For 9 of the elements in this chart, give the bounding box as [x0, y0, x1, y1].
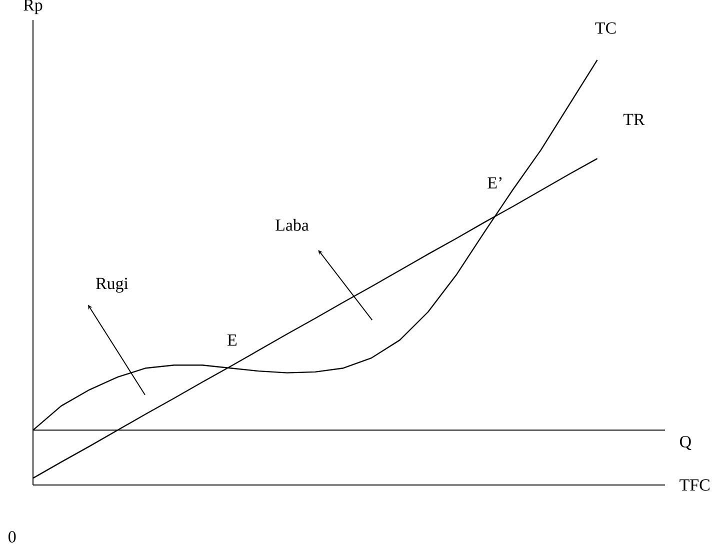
- x-axis-title: TFC: [680, 479, 710, 491]
- annotation: E’: [488, 177, 502, 188]
- text: 0: [8, 531, 16, 543]
- annotation: Laba: [276, 218, 309, 231]
- series-label: TC: [595, 22, 616, 34]
- annotation: E: [228, 334, 237, 346]
- text: TR: [623, 114, 645, 125]
- ref-line-label: Q: [680, 436, 692, 450]
- annotation: Rugi: [96, 278, 128, 293]
